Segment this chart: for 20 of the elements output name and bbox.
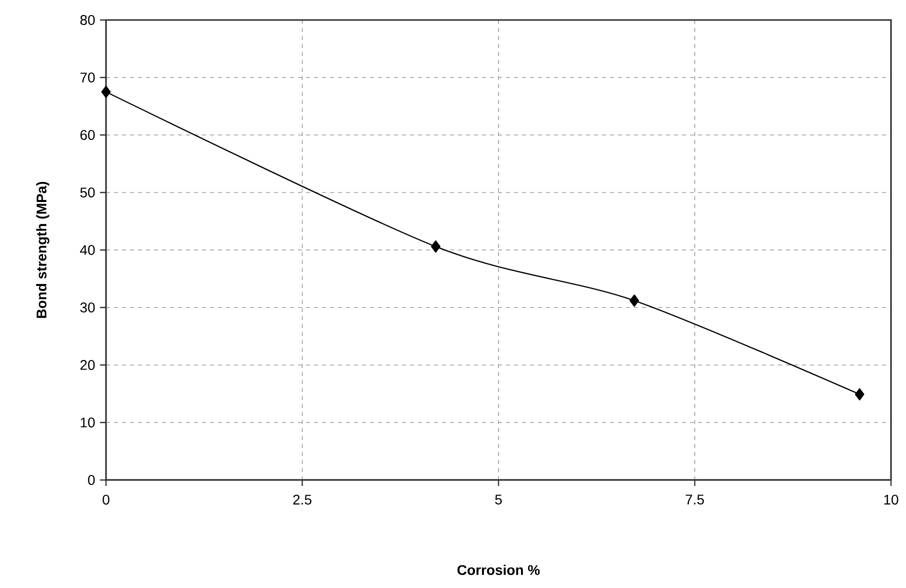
y-tick-label: 20	[80, 360, 95, 370]
y-axis-title: Bond strength (MPa)	[36, 182, 50, 318]
y-tick-label: 70	[80, 72, 95, 82]
x-tick-label: 0	[102, 494, 110, 505]
y-tick-label: 80	[80, 15, 95, 25]
x-tick-label: 2.5	[293, 494, 312, 505]
y-tick-label: 40	[80, 245, 95, 255]
y-tick-label: 30	[80, 302, 95, 312]
x-tick-label: 5	[495, 494, 502, 504]
x-tick-label: 7.5	[686, 494, 704, 504]
point	[630, 294, 640, 307]
point	[854, 388, 864, 400]
point	[101, 86, 111, 98]
point	[430, 240, 440, 253]
y-tick-label: 10	[80, 418, 95, 428]
y-tick-label: 60	[80, 130, 95, 140]
x-tick-label: 10	[884, 494, 898, 505]
y-tick-label: 0	[88, 475, 95, 485]
y-tick-label: 50	[80, 188, 95, 198]
x-axis-title: Corrosion %	[457, 564, 540, 575]
